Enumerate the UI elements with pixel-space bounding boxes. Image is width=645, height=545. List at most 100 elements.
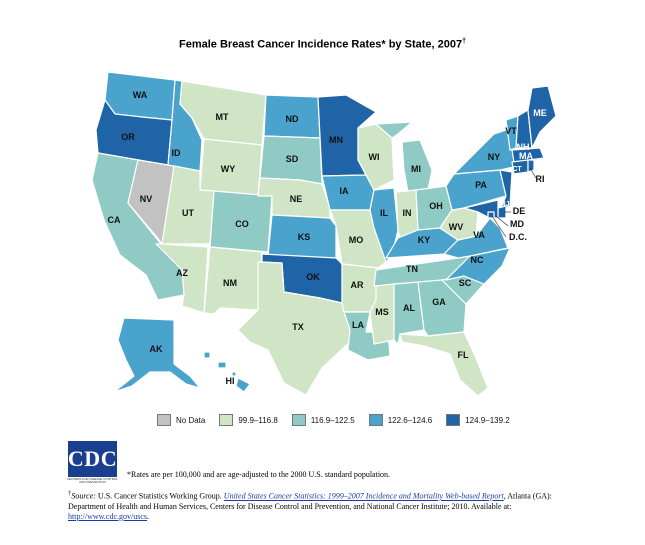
state-la[interactable]	[343, 311, 391, 361]
label-me: ME	[533, 108, 547, 118]
state-nm[interactable]	[203, 246, 263, 315]
state-il[interactable]	[369, 187, 399, 263]
label-md: MD	[510, 219, 524, 229]
legend-swatch-range-2	[291, 414, 306, 426]
uscs-url-link[interactable]: http://www.cdc.gov/uscs	[68, 511, 148, 521]
label-ak: AK	[150, 344, 163, 354]
label-vt: VT	[505, 126, 517, 136]
label-sd: SD	[286, 154, 299, 164]
cdc-logo-text: CDC	[67, 446, 118, 471]
label-dc: D.C.	[509, 232, 527, 242]
label-al: AL	[403, 303, 415, 313]
label-nh: NH	[517, 142, 530, 152]
label-wv: WV	[449, 222, 464, 232]
source-mark: †	[68, 490, 72, 497]
source-end: .	[147, 511, 150, 521]
source-text-1: U.S. Cancer Statistics Working Group.	[95, 491, 224, 501]
state-ri[interactable]	[527, 159, 535, 173]
legend-swatch-range-1	[219, 414, 234, 426]
label-tn: TN	[406, 264, 418, 274]
label-or: OR	[121, 132, 135, 142]
label-oh: OH	[429, 201, 443, 211]
label-nm: NM	[223, 278, 237, 288]
legend-label-range-2: 116.9–122.5	[310, 415, 355, 425]
state-hi[interactable]	[203, 351, 251, 393]
cdc-logo: CDC	[68, 441, 117, 477]
label-wy: WY	[221, 164, 236, 174]
label-mo: MO	[349, 235, 364, 245]
legend-item-range-1: 99.9–116.8	[219, 414, 278, 426]
label-nd: ND	[286, 114, 299, 124]
label-nv: NV	[140, 194, 153, 204]
label-sc: SC	[459, 278, 472, 288]
leader-line-md	[495, 215, 509, 227]
label-ma: MA	[519, 151, 533, 161]
label-ga: GA	[432, 297, 446, 307]
legend-item-no-data: No Data	[157, 414, 205, 426]
source-text-2: , Atlanta (GA): Department of Health and…	[68, 491, 552, 511]
label-ut: UT	[182, 208, 194, 218]
label-mi: MI	[411, 164, 421, 174]
state-labels: WA OR CA NV ID MT WY UT AZ CO NM ND SD N…	[108, 90, 547, 386]
legend-label-range-1: 99.9–116.8	[238, 415, 278, 425]
legend-swatch-no-data	[157, 414, 171, 426]
legend-label-range-3: 122.6–124.6	[387, 415, 433, 425]
rate-footnote: *Rates are per 100,000 and are age-adjus…	[127, 470, 391, 479]
label-ri: RI	[536, 174, 545, 184]
label-ks: KS	[298, 232, 311, 242]
label-wa: WA	[133, 90, 148, 100]
legend-item-range-2: 116.9–122.5	[291, 414, 355, 426]
map-title-text: Female Breast Cancer Incidence Rates* by…	[179, 38, 463, 51]
label-co: CO	[235, 219, 249, 229]
label-id: ID	[172, 148, 182, 158]
map-title: Female Breast Cancer Incidence Rates* by…	[0, 38, 645, 51]
state-az[interactable]	[155, 243, 209, 314]
label-il: IL	[380, 208, 389, 218]
label-in: IN	[403, 208, 412, 218]
label-mt: MT	[216, 112, 229, 122]
legend: No Data 99.9–116.8 116.9–122.5 122.6–124…	[157, 414, 524, 426]
label-az: AZ	[176, 268, 188, 278]
label-ky: KY	[418, 235, 431, 245]
source-prefix: Source:	[71, 491, 96, 501]
label-ca: CA	[108, 215, 121, 225]
label-ny: NY	[488, 152, 501, 162]
legend-item-range-4: 124.9–139.2	[446, 414, 510, 426]
legend-swatch-range-4	[446, 414, 461, 426]
label-ms: MS	[375, 307, 389, 317]
label-nj: NJ	[501, 201, 510, 208]
leader-lines	[491, 167, 537, 238]
cdc-logo-tagline: CENTERS FOR DISEASE CONTROL AND PREVENTI…	[67, 477, 118, 484]
state-tx[interactable]	[237, 261, 353, 396]
legend-swatch-range-3	[368, 414, 383, 426]
title-footnote-mark: †	[462, 38, 466, 45]
label-hi: HI	[226, 376, 235, 386]
label-ia: IA	[340, 186, 350, 196]
label-ct: CT	[512, 166, 522, 173]
state-fl[interactable]	[399, 331, 489, 397]
label-de: DE	[513, 206, 526, 216]
leader-line-dc	[491, 215, 507, 238]
label-pa: PA	[475, 180, 487, 190]
legend-item-range-3: 122.6–124.6	[368, 414, 433, 426]
label-wi: WI	[369, 152, 380, 162]
label-fl: FL	[458, 350, 469, 360]
label-tx: TX	[292, 322, 304, 332]
state-ks[interactable]	[267, 214, 337, 259]
leader-line-ri	[529, 167, 537, 179]
label-ok: OK	[306, 272, 320, 282]
label-va: VA	[473, 230, 485, 240]
state-ak[interactable]	[113, 317, 201, 393]
source-citation: †Source: U.S. Cancer Statistics Working …	[68, 489, 588, 522]
label-ne: NE	[290, 194, 303, 204]
label-ar: AR	[351, 280, 364, 290]
label-nc: NC	[471, 255, 484, 265]
legend-label-range-4: 124.9–139.2	[465, 415, 510, 425]
label-la: LA	[352, 320, 364, 330]
label-mn: MN	[329, 135, 343, 145]
report-title-link[interactable]: United States Cancer Statistics: 1999–20…	[223, 491, 504, 501]
state-dc[interactable]	[487, 211, 495, 219]
legend-label-no-data: No Data	[176, 415, 206, 425]
state-ma[interactable]	[511, 147, 545, 163]
